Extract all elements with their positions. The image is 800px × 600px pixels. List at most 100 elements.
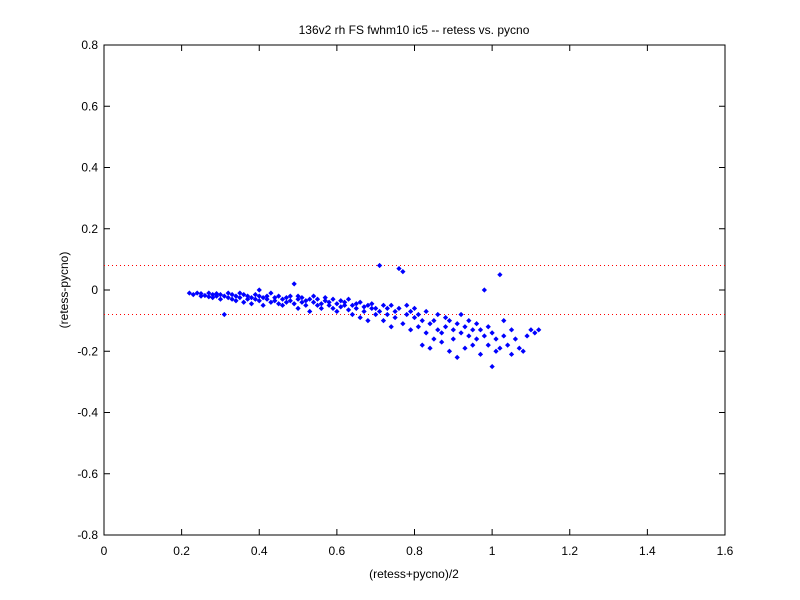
data-point <box>536 327 542 333</box>
data-point <box>380 318 387 324</box>
data-point <box>477 327 484 333</box>
data-point <box>431 318 437 324</box>
y-tick-label: 0.6 <box>81 99 98 113</box>
data-point <box>380 302 387 308</box>
data-point <box>419 318 425 324</box>
data-point <box>225 295 231 301</box>
data-point <box>400 321 406 327</box>
data-point <box>349 311 356 318</box>
data-point <box>497 345 503 351</box>
data-point <box>326 299 332 305</box>
data-point <box>338 304 344 310</box>
data-point <box>307 308 313 315</box>
data-point <box>241 299 247 305</box>
data-point <box>307 296 313 302</box>
data-point <box>338 298 344 304</box>
data-point <box>314 302 321 308</box>
data-point <box>419 342 425 348</box>
data-point <box>384 311 390 318</box>
data-point <box>310 293 317 299</box>
data-point <box>248 301 255 307</box>
data-point <box>256 287 262 293</box>
data-point <box>345 307 352 313</box>
data-point <box>458 311 464 318</box>
data-point <box>501 318 507 324</box>
y-tick-label: 0.8 <box>81 38 98 52</box>
data-point <box>295 293 301 299</box>
data-point <box>318 305 324 311</box>
data-point <box>291 301 297 307</box>
data-point <box>206 290 212 296</box>
data-point <box>221 311 227 318</box>
data-point <box>493 348 499 354</box>
data-point <box>283 299 290 305</box>
data-point <box>435 327 441 333</box>
data-point <box>272 298 278 304</box>
data-point <box>373 305 379 311</box>
data-point <box>411 314 418 321</box>
x-tick-label: 0.6 <box>329 544 346 558</box>
data-point <box>299 299 305 305</box>
data-point <box>388 302 394 308</box>
data-point <box>392 308 398 315</box>
data-point <box>528 327 534 333</box>
plot-area <box>103 44 726 536</box>
data-point <box>520 348 526 354</box>
data-point <box>334 308 340 315</box>
data-point <box>357 299 363 305</box>
data-point <box>501 333 507 339</box>
data-point <box>473 336 480 342</box>
data-point <box>322 295 328 301</box>
data-point <box>244 296 251 302</box>
data-point <box>291 281 297 287</box>
data-point <box>252 296 258 302</box>
data-point <box>365 302 371 308</box>
chart-title: 136v2 rh FS fwhm10 ic5 -- retess vs. pyc… <box>299 23 530 37</box>
data-point <box>407 308 414 315</box>
data-point <box>276 301 282 307</box>
y-tick-label: 0 <box>91 283 98 297</box>
x-tick-label: 0 <box>101 544 108 558</box>
data-point <box>407 327 414 333</box>
data-point <box>477 351 484 357</box>
x-tick-label: 1 <box>489 544 496 558</box>
data-point <box>508 327 515 333</box>
data-point <box>241 291 247 298</box>
data-point <box>206 294 212 300</box>
data-point <box>493 336 499 342</box>
data-point <box>376 262 383 269</box>
data-point <box>264 296 270 302</box>
data-point <box>373 311 379 318</box>
data-point <box>186 290 193 296</box>
data-point <box>330 296 336 302</box>
data-point <box>431 336 437 342</box>
data-point <box>427 321 433 327</box>
data-point <box>345 296 352 302</box>
data-point <box>388 324 394 330</box>
data-point <box>524 333 530 339</box>
data-point <box>396 305 402 311</box>
data-point <box>470 327 476 333</box>
data-point <box>466 333 472 339</box>
data-point <box>384 305 390 311</box>
data-point <box>353 305 359 311</box>
data-point <box>299 295 305 301</box>
data-point <box>489 363 495 370</box>
data-point <box>287 293 293 299</box>
y-tick-label: -0.6 <box>77 467 98 481</box>
data-point <box>481 287 487 293</box>
data-point <box>322 298 328 304</box>
data-point <box>462 345 468 351</box>
data-point <box>229 291 235 298</box>
x-tick-label: 1.6 <box>717 544 734 558</box>
data-point <box>229 296 235 302</box>
data-point <box>295 296 301 302</box>
y-tick-label: 0.4 <box>81 161 98 175</box>
data-point <box>442 324 449 330</box>
data-point <box>497 272 503 278</box>
data-point <box>221 293 227 299</box>
data-point <box>392 314 398 321</box>
data-point <box>423 308 429 315</box>
data-point <box>369 305 375 311</box>
data-point <box>411 305 418 311</box>
